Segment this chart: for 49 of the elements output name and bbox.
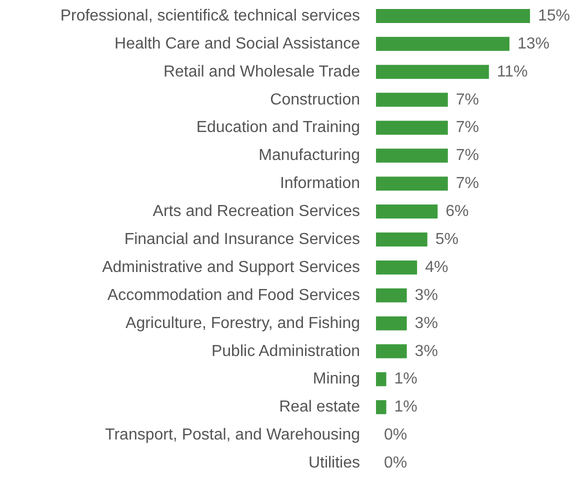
y-tick-label: Real estate bbox=[279, 398, 360, 416]
bar bbox=[376, 36, 510, 51]
y-tick-label: Retail and Wholesale Trade bbox=[163, 63, 360, 80]
data-label: 7% bbox=[456, 147, 479, 164]
data-label: 4% bbox=[425, 258, 448, 276]
y-tick-label: Construction bbox=[270, 91, 360, 108]
y-tick-label: Administrative and Support Services bbox=[102, 258, 360, 276]
y-tick-label: Health Care and Social Assistance bbox=[114, 35, 360, 52]
data-label: 11% bbox=[496, 63, 528, 80]
data-label: 7% bbox=[456, 91, 479, 108]
data-label: 15% bbox=[538, 7, 570, 24]
bar bbox=[376, 92, 448, 107]
bar bbox=[376, 372, 386, 386]
bar bbox=[376, 148, 448, 163]
bar bbox=[376, 344, 407, 358]
data-label: 13% bbox=[517, 35, 550, 52]
data-label: 5% bbox=[435, 231, 458, 248]
bar bbox=[376, 400, 386, 414]
y-tick-label: Education and Training bbox=[196, 119, 360, 136]
data-label: 0% bbox=[384, 426, 408, 444]
data-label: 7% bbox=[456, 175, 479, 192]
y-tick-label: Financial and Insurance Services bbox=[124, 231, 360, 248]
data-label: 1% bbox=[394, 398, 418, 416]
data-label: 6% bbox=[446, 203, 469, 220]
bar bbox=[376, 120, 448, 135]
bar bbox=[376, 232, 428, 246]
y-tick-label: Public Administration bbox=[211, 342, 360, 360]
y-tick-label: Manufacturing bbox=[258, 147, 360, 164]
data-label: 3% bbox=[414, 342, 438, 360]
bar bbox=[376, 260, 418, 274]
y-tick-label: Transport, Postal, and Warehousing bbox=[105, 426, 360, 444]
data-label: 3% bbox=[414, 286, 438, 304]
bar bbox=[376, 288, 407, 302]
y-tick-label: Arts and Recreation Services bbox=[152, 203, 360, 220]
bar bbox=[376, 176, 448, 191]
bar bbox=[376, 204, 438, 219]
bar bbox=[376, 316, 407, 330]
y-tick-label: Accommodation and Food Services bbox=[107, 286, 360, 304]
y-tick-label: Agriculture, Forestry, and Fishing bbox=[126, 314, 360, 332]
y-tick-label: Utilities bbox=[308, 454, 360, 472]
data-label: 7% bbox=[456, 119, 479, 136]
data-label: 0% bbox=[384, 454, 408, 472]
data-label: 1% bbox=[394, 370, 418, 388]
y-tick-label: Information bbox=[280, 175, 360, 192]
y-tick-label: Mining bbox=[312, 370, 360, 388]
bar bbox=[376, 64, 489, 79]
data-label: 3% bbox=[414, 314, 438, 332]
y-tick-label: Professional, scientific& technical services bbox=[60, 7, 360, 24]
bar bbox=[376, 8, 530, 23]
